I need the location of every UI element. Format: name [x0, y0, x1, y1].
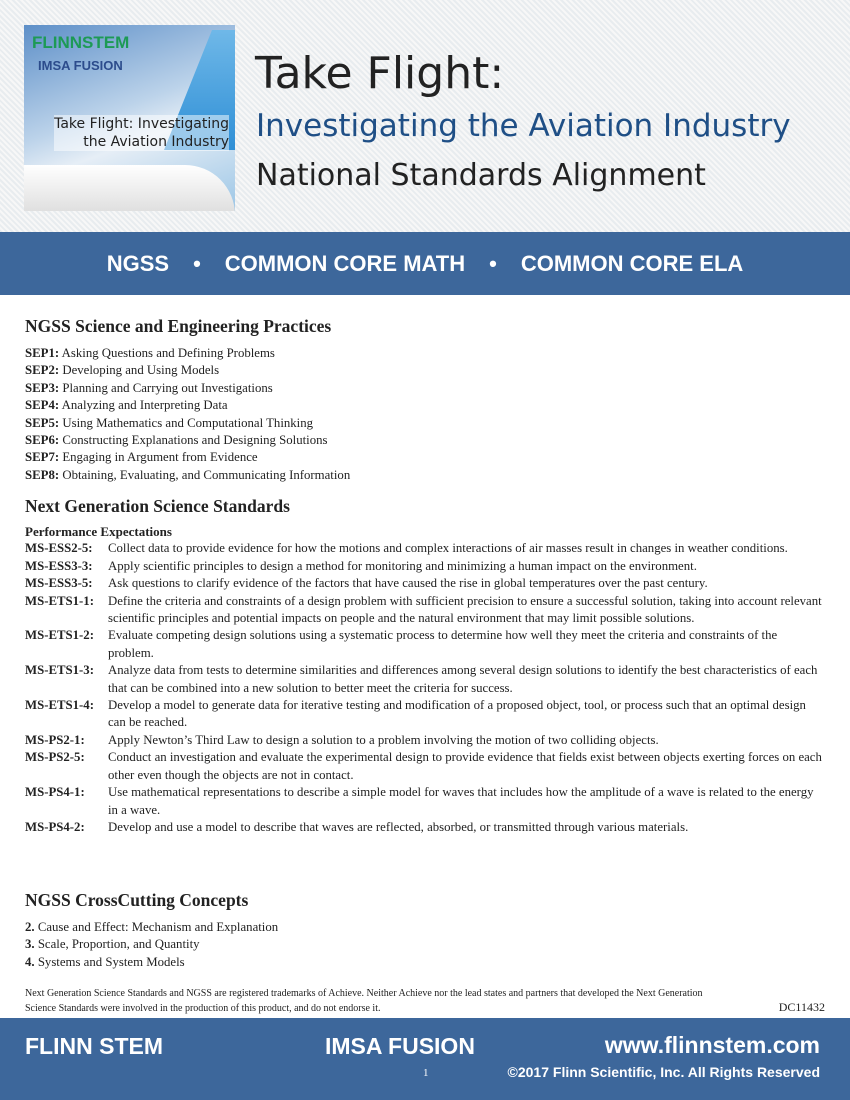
list-item: SEP5: Using Mathematics and Computationa…: [25, 415, 350, 432]
pe-item: MS-ESS3-5: Ask questions to clarify evide…: [25, 575, 825, 592]
cover-title-line2: the Aviation Industry: [83, 134, 229, 150]
pe-code: MS-ESS2-5:: [25, 541, 93, 556]
pe-item: MS-ETS1-3: Analyze data from tests to det…: [25, 662, 825, 697]
hero-banner: FLINNSTEM IMSA FUSION Take Flight: Inves…: [0, 0, 850, 232]
item-text: Cause and Effect: Mechanism and Explanat…: [37, 920, 279, 934]
item-code: SEP2:: [25, 363, 60, 378]
list-item: SEP6: Constructing Explanations and Desi…: [25, 432, 350, 449]
document-code: DC11432: [778, 1000, 825, 1014]
pe-item: MS-ESS2-5: Collect data to provide eviden…: [25, 540, 825, 557]
item-code: SEP7:: [25, 450, 60, 465]
pe-text: Define the criteria and constraints of a…: [108, 593, 822, 626]
item-code: SEP6:: [25, 433, 60, 448]
footer: FLINN STEM IMSA FUSION www.flinnstem.com…: [0, 1018, 850, 1100]
band-item-ccss-ela: COMMON CORE ELA: [520, 250, 744, 276]
cover-image: FLINNSTEM IMSA FUSION Take Flight: Inves…: [24, 25, 235, 211]
item-text: Asking Questions and Defining Problems: [61, 346, 275, 360]
list-item: SEP2: Developing and Using Models: [25, 362, 350, 379]
list-item: SEP1: Asking Questions and Defining Prob…: [25, 345, 350, 362]
ngss-heading: Next Generation Science Standards: [25, 496, 290, 516]
pe-text: Apply scientific principles to design a …: [108, 558, 697, 573]
imsa-fusion-logo: IMSA FUSION: [38, 58, 123, 73]
item-text: Planning and Carrying out Investigations: [62, 380, 273, 395]
item-text: Analyzing and Interpreting Data: [61, 398, 228, 413]
copyright: ©2017 Flinn Scientific, Inc. All Rights …: [507, 1064, 820, 1080]
item-text: Obtaining, Evaluating, and Communicating…: [62, 467, 351, 482]
footer-flinn-stem: FLINN STEM: [25, 1033, 163, 1059]
item-code: SEP5:: [25, 415, 60, 430]
item-text: Using Mathematics and Computational Thin…: [62, 415, 314, 430]
pe-item: MS-ETS1-2: Evaluate competing design solu…: [25, 627, 825, 662]
pe-item: MS-ETS1-4: Develop a model to generate da…: [25, 697, 825, 732]
bullet-separator: •: [489, 250, 497, 276]
pe-text: Develop a model to generate data for ite…: [108, 698, 806, 730]
pe-code: MS-ETS1-4:: [25, 698, 94, 713]
ccc-heading: NGSS CrossCutting Concepts: [25, 890, 249, 910]
list-item: 2. Cause and Effect: Mechanism and Expla…: [25, 919, 278, 936]
page-number: 1: [423, 1067, 429, 1079]
trademark-note: Next Generation Science Standards and NG…: [25, 988, 703, 1014]
ccc-list: 2. Cause and Effect: Mechanism and Expla…: [25, 919, 278, 971]
pe-text: Use mathematical representations to desc…: [108, 785, 814, 817]
list-item: SEP8: Obtaining, Evaluating, and Communi…: [25, 467, 350, 484]
item-text: Systems and System Models: [37, 954, 185, 969]
pe-item: MS-PS4-2: Develop and use a model to desc…: [25, 819, 825, 836]
pe-code: MS-ESS3-5:: [25, 576, 93, 591]
list-item: SEP3: Planning and Carrying out Investig…: [25, 380, 350, 397]
pe-code: MS-PS2-1:: [25, 732, 85, 747]
pe-text: Evaluate competing design solutions usin…: [108, 628, 778, 660]
flinn-stem-logo: FLINNSTEM: [32, 33, 130, 52]
sep-list: SEP1: Asking Questions and Defining Prob…: [25, 345, 350, 484]
pe-item: MS-PS2-1: Apply Newton’s Third Law to des…: [25, 732, 825, 749]
pe-item: MS-ESS3-3: Apply scientific principles to…: [25, 558, 825, 575]
pe-item: MS-PS2-5: Conduct an investigation and ev…: [25, 749, 825, 784]
pe-code: MS-PS4-2:: [25, 819, 85, 834]
cover-title: Take Flight: Investigating the Aviation I…: [54, 115, 229, 151]
item-code: SEP3:: [25, 380, 60, 395]
pe-text: Ask questions to clarify evidence of the…: [108, 576, 708, 591]
pe-code: MS-PS4-1:: [25, 785, 85, 800]
pe-item: MS-ETS1-1: Define the criteria and constr…: [25, 593, 825, 628]
bullet-separator: •: [193, 250, 201, 276]
footer-url[interactable]: www.flinnstem.com: [604, 1032, 820, 1058]
band-item-ccss-math: COMMON CORE MATH: [224, 250, 466, 276]
pe-text: Collect data to provide evidence for how…: [108, 541, 788, 556]
list-item: 3. Scale, Proportion, and Quantity: [25, 936, 278, 953]
performance-expectations: Performance Expectations MS-ESS2-5: Colle…: [25, 523, 825, 836]
item-code: 2.: [25, 920, 35, 934]
item-text: Constructing Explanations and Designing …: [62, 433, 328, 448]
item-code: 3.: [25, 937, 35, 952]
item-code: SEP1:: [25, 346, 60, 360]
band-item-ngss: NGSS: [106, 250, 170, 276]
pe-text: Develop and use a model to describe that…: [108, 819, 689, 834]
standards-band: NGSS • COMMON CORE MATH • COMMON CORE EL…: [0, 232, 850, 295]
list-item: 4. Systems and System Models: [25, 954, 278, 971]
page-subtitle: Investigating the Aviation Industry: [256, 108, 791, 144]
page-title: Take Flight:: [255, 48, 505, 99]
pe-code: MS-ETS1-1:: [25, 593, 94, 608]
list-item: SEP4: Analyzing and Interpreting Data: [25, 397, 350, 414]
pe-code: MS-ETS1-3:: [25, 663, 94, 678]
item-code: SEP8:: [25, 467, 60, 482]
pe-text: Conduct an investigation and evaluate th…: [108, 750, 822, 782]
page-subtitle-2: National Standards Alignment: [256, 158, 706, 193]
sep-heading: NGSS Science and Engineering Practices: [25, 316, 332, 336]
item-text: Scale, Proportion, and Quantity: [37, 937, 200, 952]
cover-title-line1: Take Flight: Investigating: [54, 116, 229, 132]
pe-subheading: Performance Expectations: [25, 524, 172, 539]
item-text: Developing and Using Models: [62, 363, 220, 378]
pe-code: MS-ETS1-2:: [25, 628, 94, 643]
list-item: SEP7: Engaging in Argument from Evidence: [25, 449, 350, 466]
pe-item: MS-PS4-1: Use mathematical representation…: [25, 784, 825, 819]
item-code: 4.: [25, 954, 35, 969]
pe-code: MS-ESS3-3:: [25, 558, 93, 573]
plane-fuselage-image: [24, 165, 235, 211]
pe-text: Apply Newton’s Third Law to design a sol…: [108, 732, 659, 747]
item-code: SEP4:: [25, 398, 60, 413]
pe-text: Analyze data from tests to determine sim…: [108, 663, 818, 695]
pe-code: MS-PS2-5:: [25, 750, 85, 765]
item-text: Engaging in Argument from Evidence: [62, 450, 258, 465]
footer-imsa-fusion: IMSA FUSION: [325, 1033, 475, 1059]
